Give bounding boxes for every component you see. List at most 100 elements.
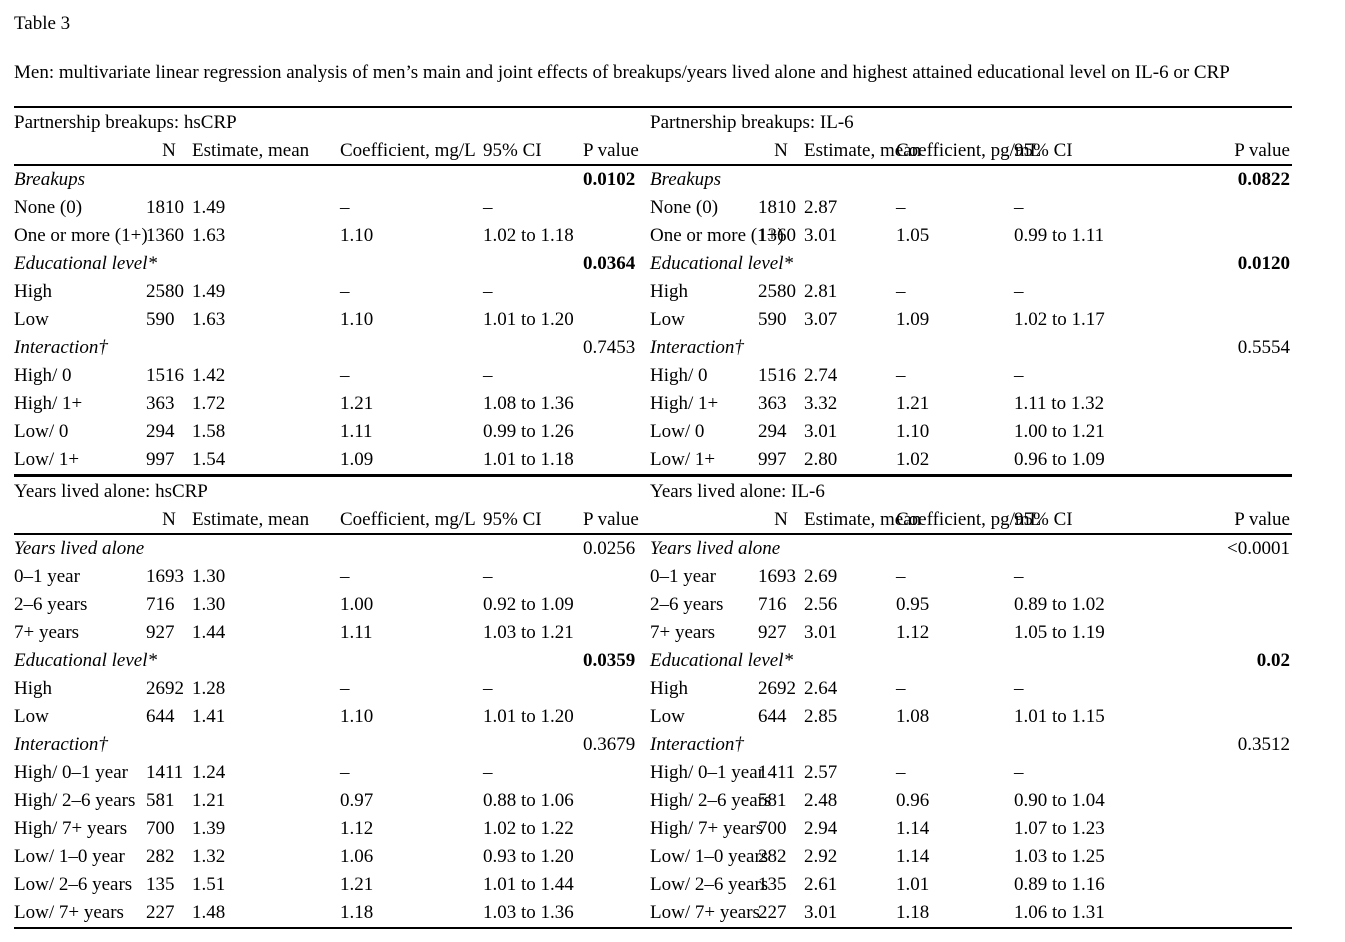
p-value-cell <box>583 787 650 815</box>
coefficient-cell: 1.08 <box>896 706 930 727</box>
coefficient-cell: 1.11 <box>340 421 373 442</box>
estimate-cell: 2.74 <box>804 365 838 386</box>
estimate-cell: 2.94 <box>804 818 838 839</box>
table-row: 7+ years 927 3.01 1.12 1.05 to 1.19 <box>650 619 1292 647</box>
estimate-cell: 1.48 <box>192 902 226 923</box>
n-cell: 581 <box>146 790 175 811</box>
n-cell: 2692 <box>146 678 184 699</box>
ci-cell: – <box>483 762 493 783</box>
row-label-cell: Years lived alone <box>650 538 781 559</box>
subtable-title: Years lived alone: hsCRP <box>14 481 208 502</box>
estimate-cell: 1.30 <box>192 566 226 587</box>
table-row: Low 590 1.63 1.10 1.01 to 1.20 <box>14 306 650 334</box>
coefficient-cell: – <box>896 365 906 386</box>
estimate-cell <box>192 647 340 675</box>
coefficient-cell: – <box>340 678 350 699</box>
partnership-breakups-section: Partnership breakups: hsCRP N Estimate, me… <box>14 106 1292 474</box>
years-alone-il6-subtable: Years lived alone: IL-6 N Estimate, mean Co… <box>650 477 1292 927</box>
table-row: High/ 0 1516 1.42 – – <box>14 362 650 390</box>
table-row: 2–6 years 716 1.30 1.00 0.92 to 1.09 <box>14 591 650 619</box>
row-label-cell: None (0) <box>650 197 719 218</box>
ci-column-header: 95% CI <box>483 509 542 530</box>
estimate-cell: 3.01 <box>804 421 838 442</box>
row-label-cell: High <box>14 678 52 699</box>
table-row: High 2692 2.64 – – <box>650 675 1292 703</box>
row-label-cell: High/ 2–6 years <box>14 790 136 811</box>
estimate-cell: 2.87 <box>804 197 838 218</box>
coefficient-cell: 1.21 <box>340 393 374 414</box>
n-cell: 644 <box>758 706 787 727</box>
estimate-cell: 1.28 <box>192 678 226 699</box>
coefficient-cell: 0.96 <box>896 790 930 811</box>
table-row: Breakups 0.0102 <box>14 166 650 194</box>
n-column-header: N <box>162 140 176 161</box>
table-row: One or more (1+) 1360 3.01 1.05 0.99 to 1.11 <box>650 222 1292 250</box>
row-label-cell: 0–1 year <box>650 566 716 587</box>
table-row: One or more (1+) 1360 1.63 1.10 1.02 to 1.18 <box>14 222 650 250</box>
table-row: Interaction† 0.7453 <box>14 334 650 362</box>
ci-cell: – <box>1014 197 1024 218</box>
table-row: Educational level* 0.0364 <box>14 250 650 278</box>
ci-cell: – <box>1014 281 1024 302</box>
n-cell: 1693 <box>758 566 796 587</box>
estimate-cell <box>192 250 340 278</box>
table-row: Low/ 2–6 years 135 1.51 1.21 1.01 to 1.44 <box>14 871 650 899</box>
table-row: High/ 2–6 years 581 1.21 0.97 0.88 to 1.06 <box>14 787 650 815</box>
ci-cell: – <box>483 365 493 386</box>
estimate-cell: 3.01 <box>804 902 838 923</box>
estimate-cell <box>804 334 896 362</box>
table-row: High/ 1+ 363 1.72 1.21 1.08 to 1.36 <box>14 390 650 418</box>
table-row: Low/ 1–0 years 282 2.92 1.14 1.03 to 1.25 <box>650 843 1292 871</box>
ci-cell: – <box>1014 365 1024 386</box>
coefficient-cell: 1.14 <box>896 818 930 839</box>
estimate-cell: 1.49 <box>192 281 226 302</box>
estimate-cell: 1.44 <box>192 622 226 643</box>
table-row: Interaction† 0.3512 <box>650 731 1292 759</box>
table-row: None (0) 1810 2.87 – – <box>650 194 1292 222</box>
p-value-cell <box>583 362 650 390</box>
ci-cell: – <box>1014 566 1024 587</box>
ci-cell: 1.02 to 1.22 <box>483 818 574 839</box>
p-value-cell: <0.0001 <box>1227 538 1290 559</box>
table-row: Educational level* 0.0120 <box>650 250 1292 278</box>
p-value-cell: 0.02 <box>1256 650 1290 671</box>
row-label-cell: One or more (1+) <box>650 225 784 246</box>
coefficient-cell: 1.10 <box>340 309 374 330</box>
ci-cell <box>1014 647 1159 675</box>
ci-cell <box>483 647 583 675</box>
coefficient-cell: – <box>896 762 906 783</box>
estimate-cell <box>192 166 340 194</box>
n-cell <box>758 731 804 759</box>
coefficient-cell <box>340 647 483 675</box>
p-value-cell: 0.0822 <box>1237 169 1290 190</box>
row-label-column-header <box>650 137 758 164</box>
coefficient-cell <box>896 166 1014 194</box>
n-cell: 716 <box>758 594 787 615</box>
p-value-cell: 0.3512 <box>1237 734 1290 755</box>
n-cell <box>758 647 804 675</box>
table-row: Breakups 0.0822 <box>650 166 1292 194</box>
row-label-cell: Educational level* <box>650 650 793 671</box>
p-value-cell <box>583 815 650 843</box>
coefficient-cell: – <box>340 281 350 302</box>
row-label-cell: High <box>650 281 688 302</box>
n-cell <box>146 166 192 194</box>
n-cell <box>146 250 192 278</box>
p-value-cell <box>1159 843 1292 871</box>
row-label-cell: Low/ 1–0 year <box>14 846 125 867</box>
n-cell: 1810 <box>146 197 184 218</box>
row-label-column-header <box>650 506 758 533</box>
ci-cell: 1.01 to 1.44 <box>483 874 574 895</box>
estimate-cell: 2.48 <box>804 790 838 811</box>
n-cell: 135 <box>758 874 787 895</box>
row-label-cell: None (0) <box>14 197 83 218</box>
table-row: High/ 2–6 years 581 2.48 0.96 0.90 to 1.04 <box>650 787 1292 815</box>
n-cell: 2580 <box>758 281 796 302</box>
estimate-cell <box>804 166 896 194</box>
estimate-cell: 2.80 <box>804 449 838 470</box>
coefficient-cell: – <box>896 197 906 218</box>
coefficient-cell: 1.10 <box>340 706 374 727</box>
coefficient-cell: 1.12 <box>896 622 930 643</box>
row-label-cell: Low/ 1+ <box>650 449 716 470</box>
